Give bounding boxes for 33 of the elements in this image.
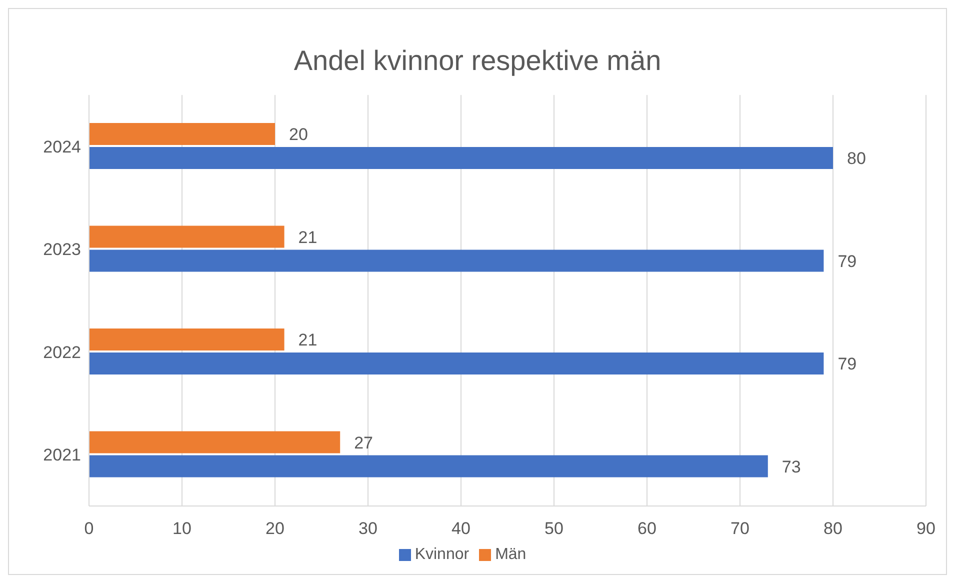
bar <box>89 123 275 145</box>
data-label: 73 <box>782 457 801 476</box>
legend-label: Kvinnor <box>414 546 470 563</box>
bar <box>89 328 284 350</box>
bar <box>89 455 768 478</box>
x-tick-label: 20 <box>266 519 284 538</box>
data-label: 20 <box>289 125 308 144</box>
data-label: 21 <box>298 330 318 350</box>
data-label: 80 <box>847 149 866 168</box>
bar <box>89 250 824 272</box>
bar <box>89 431 340 454</box>
x-tick-label: 90 <box>916 519 936 538</box>
x-tick-label: 40 <box>452 519 470 538</box>
x-tick-label: 30 <box>358 519 378 538</box>
y-tick-label: 2024 <box>43 137 81 156</box>
x-tick-label: 80 <box>824 519 842 538</box>
legend-label: Män <box>495 546 526 563</box>
y-tick-label: 2022 <box>43 342 81 362</box>
x-tick-label: 60 <box>638 519 656 538</box>
x-tick-label: 50 <box>544 519 564 538</box>
x-tick-label: 10 <box>172 519 192 538</box>
data-label: 79 <box>838 252 857 271</box>
y-tick-label: 2021 <box>43 446 81 465</box>
bar <box>89 147 833 169</box>
chart-title: Andel kvinnor respektive män <box>292 44 662 78</box>
bar <box>89 226 284 248</box>
data-label: 79 <box>838 354 857 374</box>
data-label: 21 <box>298 228 318 247</box>
x-tick-label: 0 <box>84 519 94 538</box>
x-tick-label: 70 <box>730 519 750 538</box>
y-tick-label: 2023 <box>43 240 81 260</box>
data-label: 27 <box>354 433 374 452</box>
bar <box>89 352 824 374</box>
